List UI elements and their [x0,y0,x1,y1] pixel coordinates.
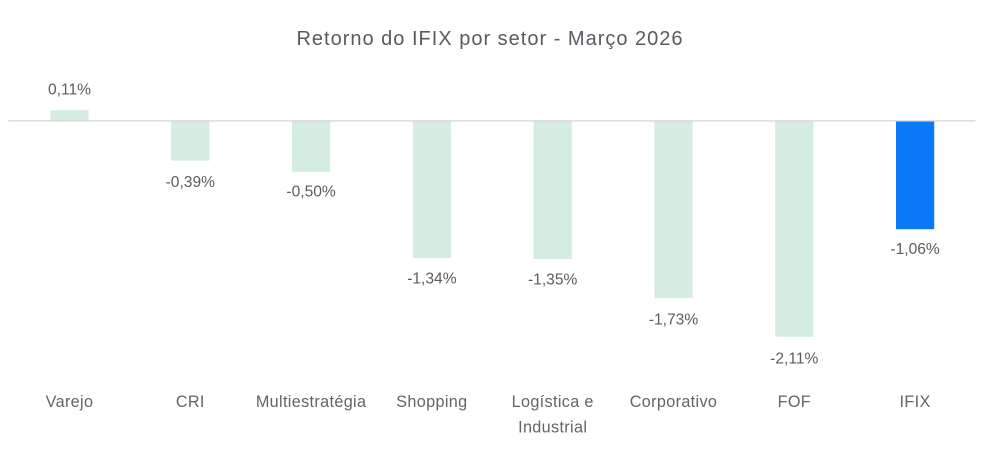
svg-text:-0,50%: -0,50% [286,183,336,200]
svg-text:Logística e: Logística e [512,393,594,411]
svg-text:-1,34%: -1,34% [407,270,457,287]
svg-text:0,11%: 0,11% [48,82,91,99]
svg-text:FOF: FOF [778,393,811,411]
svg-text:-0,39%: -0,39% [166,174,216,191]
svg-text:Industrial: Industrial [518,418,587,436]
svg-text:Shopping: Shopping [396,393,467,411]
svg-text:CRI: CRI [176,393,205,411]
svg-text:Corporativo: Corporativo [630,393,718,411]
svg-text:IFIX: IFIX [900,393,931,411]
svg-text:Varejo: Varejo [46,393,94,411]
svg-text:Retorno do IFIX por setor - Ma: Retorno do IFIX por setor - Março 2026 [296,28,683,50]
svg-text:Multiestratégia: Multiestratégia [256,393,367,411]
svg-text:-1,73%: -1,73% [649,311,699,328]
svg-text:-1,35%: -1,35% [528,272,578,289]
svg-text:-1,06%: -1,06% [890,241,940,258]
svg-text:-2,11%: -2,11% [770,350,818,367]
